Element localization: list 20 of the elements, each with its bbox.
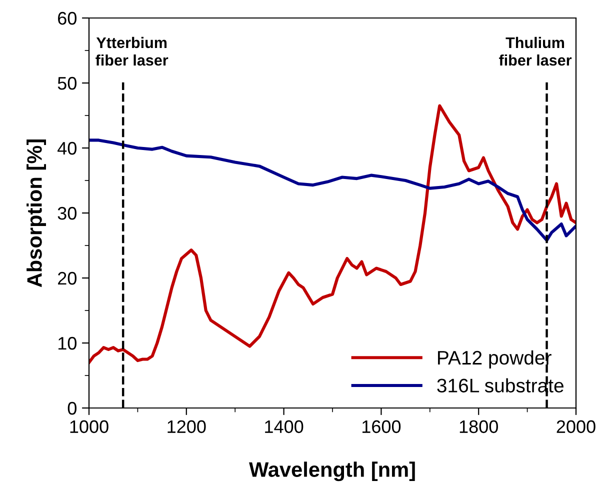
ref-line-label: Ytterbium fiber laser bbox=[96, 36, 168, 66]
x-tick-label: 1400 bbox=[265, 420, 304, 434]
y-axis-title: Absorption [%] bbox=[26, 140, 46, 288]
y-tick-label: 0 bbox=[68, 402, 76, 415]
legend-label: PA12 powder bbox=[438, 350, 552, 368]
x-tick-label: 1000 bbox=[70, 420, 108, 434]
x-tick-label: 1200 bbox=[168, 420, 206, 434]
y-tick-label: 20 bbox=[58, 272, 76, 285]
y-tick-label: 30 bbox=[58, 206, 76, 220]
ref-line-label: Thulium fiber laser bbox=[499, 36, 572, 66]
y-tick-label: 50 bbox=[58, 76, 76, 90]
y-tick-label: 60 bbox=[58, 12, 76, 25]
x-tick-label: 2000 bbox=[556, 420, 596, 434]
y-tick-label: 10 bbox=[58, 336, 76, 350]
line-series bbox=[89, 138, 576, 242]
x-axis-title: Wavelength [nm] bbox=[249, 462, 415, 482]
x-tick-label: 1600 bbox=[362, 420, 401, 434]
y-tick-label: 40 bbox=[58, 142, 76, 155]
x-tick-label: 1800 bbox=[460, 420, 498, 434]
legend-label: 316L substrate bbox=[437, 378, 564, 392]
